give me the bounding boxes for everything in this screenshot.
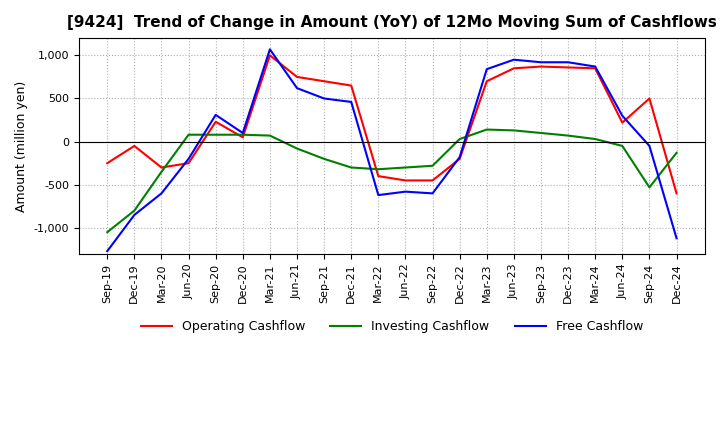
Title: [9424]  Trend of Change in Amount (YoY) of 12Mo Moving Sum of Cashflows: [9424] Trend of Change in Amount (YoY) o… xyxy=(67,15,717,30)
Free Cashflow xyxy=(401,189,410,194)
Operating Cashflow xyxy=(482,79,491,84)
Investing Cashflow xyxy=(293,146,302,151)
Operating Cashflow xyxy=(645,96,654,101)
Free Cashflow xyxy=(103,249,112,254)
Investing Cashflow xyxy=(320,156,328,161)
Investing Cashflow xyxy=(672,150,681,155)
Operating Cashflow xyxy=(157,165,166,170)
Operating Cashflow xyxy=(266,53,274,58)
Operating Cashflow xyxy=(401,178,410,183)
Operating Cashflow xyxy=(293,74,302,80)
Investing Cashflow xyxy=(347,165,356,170)
Free Cashflow xyxy=(320,96,328,101)
Operating Cashflow xyxy=(428,178,437,183)
Investing Cashflow xyxy=(157,169,166,174)
Free Cashflow xyxy=(428,191,437,196)
Operating Cashflow xyxy=(672,191,681,196)
Free Cashflow xyxy=(591,64,600,69)
Investing Cashflow xyxy=(238,132,247,137)
Operating Cashflow xyxy=(238,135,247,140)
Free Cashflow xyxy=(455,154,464,160)
Free Cashflow xyxy=(293,85,302,91)
Investing Cashflow xyxy=(510,128,518,133)
Operating Cashflow xyxy=(564,65,572,70)
Investing Cashflow xyxy=(184,132,193,137)
Investing Cashflow xyxy=(401,165,410,170)
Free Cashflow xyxy=(157,191,166,196)
Free Cashflow xyxy=(130,212,139,217)
Free Cashflow xyxy=(564,60,572,65)
Operating Cashflow xyxy=(347,83,356,88)
Line: Operating Cashflow: Operating Cashflow xyxy=(107,55,677,193)
Investing Cashflow xyxy=(103,230,112,235)
Investing Cashflow xyxy=(266,133,274,138)
Investing Cashflow xyxy=(374,167,382,172)
Free Cashflow xyxy=(374,192,382,198)
Investing Cashflow xyxy=(482,127,491,132)
Free Cashflow xyxy=(184,156,193,161)
Free Cashflow xyxy=(347,99,356,105)
Operating Cashflow xyxy=(320,79,328,84)
Free Cashflow xyxy=(212,112,220,117)
Operating Cashflow xyxy=(510,66,518,71)
Free Cashflow xyxy=(238,130,247,136)
Operating Cashflow xyxy=(212,119,220,125)
Investing Cashflow xyxy=(591,136,600,142)
Legend: Operating Cashflow, Investing Cashflow, Free Cashflow: Operating Cashflow, Investing Cashflow, … xyxy=(135,315,648,338)
Operating Cashflow xyxy=(455,156,464,161)
Investing Cashflow xyxy=(618,143,626,149)
Line: Free Cashflow: Free Cashflow xyxy=(107,49,677,251)
Operating Cashflow xyxy=(103,161,112,166)
Operating Cashflow xyxy=(536,64,545,69)
Operating Cashflow xyxy=(618,120,626,125)
Free Cashflow xyxy=(266,47,274,52)
Investing Cashflow xyxy=(212,132,220,137)
Investing Cashflow xyxy=(428,163,437,169)
Y-axis label: Amount (million yen): Amount (million yen) xyxy=(15,81,28,212)
Investing Cashflow xyxy=(455,136,464,142)
Free Cashflow xyxy=(672,235,681,241)
Investing Cashflow xyxy=(645,185,654,190)
Operating Cashflow xyxy=(184,161,193,166)
Investing Cashflow xyxy=(536,130,545,136)
Free Cashflow xyxy=(510,57,518,62)
Investing Cashflow xyxy=(130,208,139,213)
Operating Cashflow xyxy=(591,66,600,71)
Free Cashflow xyxy=(618,113,626,118)
Free Cashflow xyxy=(482,66,491,72)
Line: Investing Cashflow: Investing Cashflow xyxy=(107,129,677,232)
Investing Cashflow xyxy=(564,133,572,138)
Free Cashflow xyxy=(536,60,545,65)
Operating Cashflow xyxy=(130,143,139,149)
Operating Cashflow xyxy=(374,173,382,179)
Free Cashflow xyxy=(645,143,654,149)
